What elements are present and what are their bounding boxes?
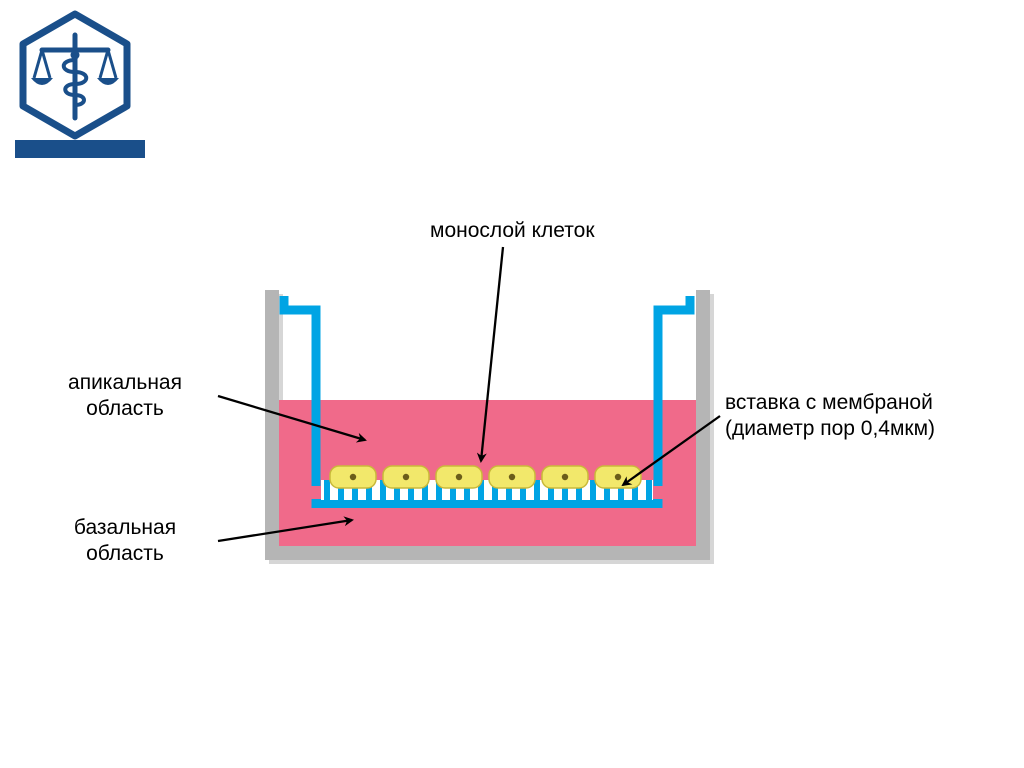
transwell-diagram (0, 0, 1024, 768)
